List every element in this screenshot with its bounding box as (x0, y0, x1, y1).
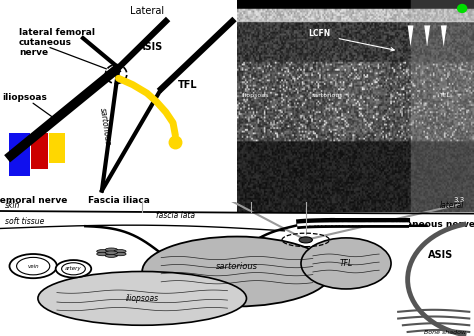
Ellipse shape (38, 271, 246, 325)
Text: fascia lata: fascia lata (156, 211, 195, 219)
Text: ASIS: ASIS (137, 42, 163, 51)
Text: ASIS: ASIS (428, 250, 454, 260)
Ellipse shape (301, 238, 391, 289)
Text: vein: vein (27, 264, 39, 268)
Circle shape (97, 252, 109, 256)
Ellipse shape (9, 254, 57, 278)
Text: skin: skin (5, 201, 20, 210)
Text: TFL: TFL (440, 93, 451, 98)
Circle shape (457, 4, 467, 13)
Text: soft tissue: soft tissue (5, 217, 44, 226)
Text: 3.3: 3.3 (453, 197, 465, 203)
Ellipse shape (17, 257, 50, 275)
Bar (31, 133, 48, 169)
Polygon shape (424, 26, 430, 47)
Text: TFL: TFL (178, 80, 197, 90)
Polygon shape (408, 26, 413, 47)
Text: iliopsoas: iliopsoas (242, 93, 269, 98)
Text: Lateral femoral cutaneous nerve: Lateral femoral cutaneous nerve (308, 220, 474, 229)
Bar (49, 132, 65, 163)
Text: Bone shadow: Bone shadow (425, 330, 466, 335)
Polygon shape (441, 26, 447, 47)
Text: sartorious: sartorious (99, 108, 112, 146)
Circle shape (105, 254, 118, 257)
Circle shape (105, 251, 118, 254)
Text: Femoral nerve: Femoral nerve (0, 196, 67, 205)
Bar (9, 133, 29, 176)
Ellipse shape (142, 237, 332, 306)
Circle shape (114, 250, 126, 253)
Circle shape (114, 252, 126, 256)
Text: lateral: lateral (440, 201, 465, 210)
Text: LCFN: LCFN (308, 29, 330, 38)
Circle shape (105, 248, 118, 251)
Text: sartorious: sartorious (216, 262, 258, 270)
Ellipse shape (299, 237, 312, 243)
Ellipse shape (62, 263, 85, 275)
Text: Lateral: Lateral (130, 6, 164, 16)
Circle shape (97, 250, 109, 253)
Text: lateral femoral
cutaneous
nerve: lateral femoral cutaneous nerve (19, 28, 95, 57)
Ellipse shape (55, 260, 91, 278)
Text: sartorious: sartorious (311, 93, 343, 98)
Text: iliopsoas: iliopsoas (2, 93, 47, 102)
Text: Fascia iliaca: Fascia iliaca (88, 196, 149, 205)
Text: artery: artery (65, 266, 82, 271)
Text: iliopsoas: iliopsoas (126, 294, 159, 303)
Text: TFL: TFL (339, 259, 353, 268)
